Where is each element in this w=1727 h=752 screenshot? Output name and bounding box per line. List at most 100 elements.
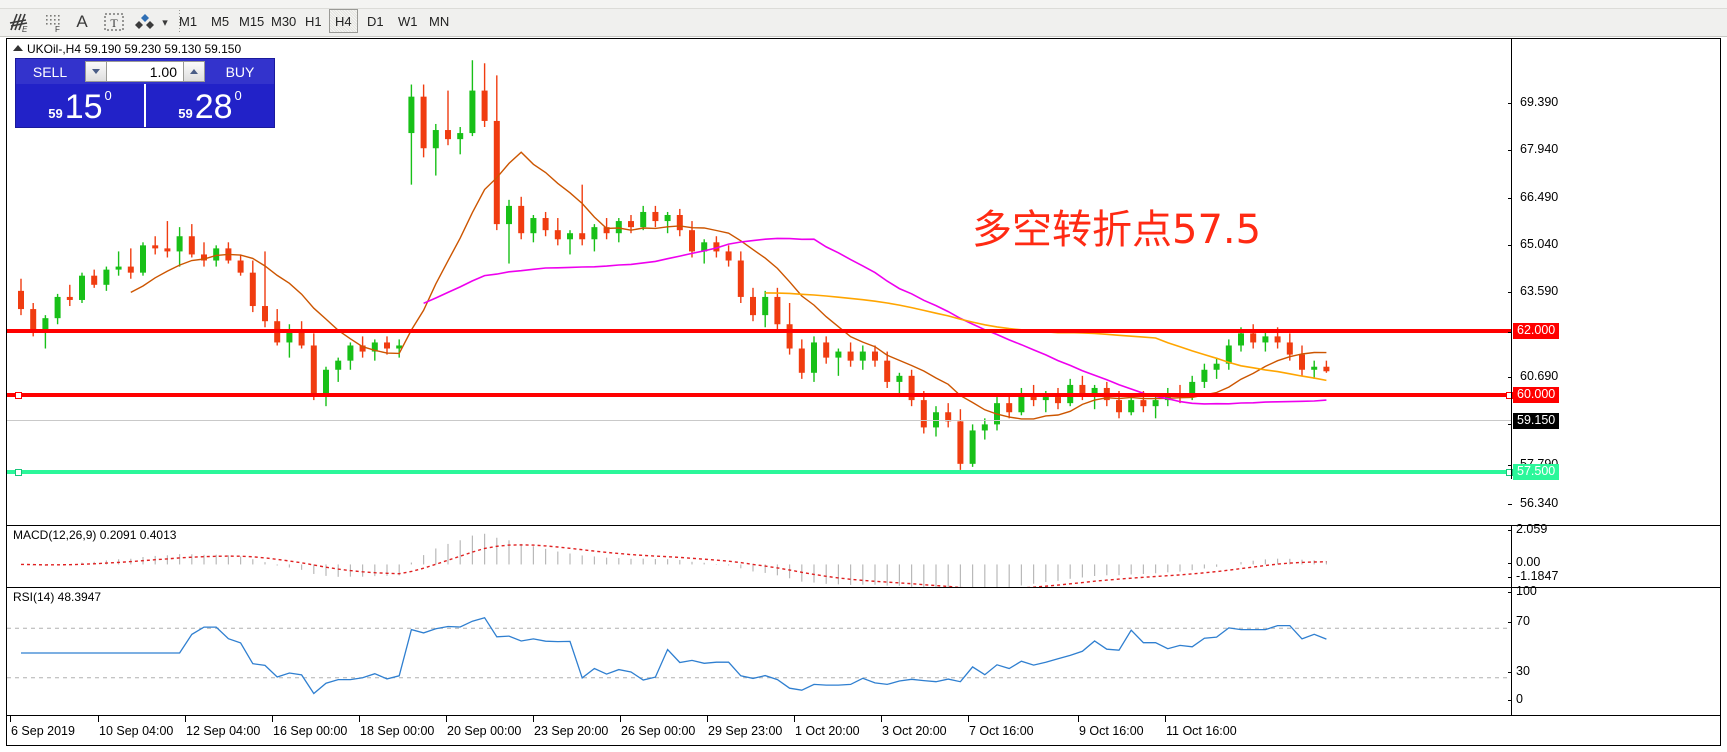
time-tick: 26 Sep 00:00 <box>619 715 696 738</box>
time-tick: 6 Sep 2019 <box>10 715 75 738</box>
timeframe-h1[interactable]: H1 <box>305 13 322 29</box>
symbol-ohlc-header: UKOil-,H4 59.190 59.230 59.130 59.150 <box>13 42 241 56</box>
svg-text:F: F <box>55 25 60 33</box>
rsi-tick: 100 <box>1508 584 1537 598</box>
symbol-ohlc-text: UKOil-,H4 59.190 59.230 59.130 59.150 <box>27 42 242 56</box>
timeframe-w1[interactable]: W1 <box>398 13 418 29</box>
macd-tick: 2.059 <box>1507 522 1547 536</box>
time-tick: 3 Oct 20:00 <box>881 715 947 738</box>
price-tick: 69.390 <box>1507 95 1558 109</box>
macd-tick: -1.1847 <box>1507 569 1558 583</box>
volume-increase-button[interactable] <box>183 61 205 82</box>
grid-glyph: F <box>46 15 60 33</box>
grid-icon[interactable]: F <box>40 10 68 34</box>
price-tick: 63.590 <box>1507 284 1558 298</box>
support-575-anchor[interactable] <box>1506 469 1513 476</box>
text-label-glyph: T <box>104 13 124 31</box>
one-click-trade-panel[interactable]: SELL 1.00 BUY 59 15 0 59 28 0 <box>15 58 275 128</box>
buy-price-fraction: 0 <box>234 88 242 103</box>
support-575-left-anchor[interactable] <box>15 469 22 476</box>
price-tick: 65.040 <box>1507 237 1558 251</box>
price-tick: 60.690 <box>1507 369 1558 383</box>
buy-price[interactable]: 59 28 0 <box>144 84 274 127</box>
toolbar-separator <box>176 10 183 34</box>
chevron-up-icon <box>190 69 198 74</box>
text-icon[interactable]: A <box>76 12 88 31</box>
toolbar: E F A T ▾ M1 M5 <box>0 0 1727 37</box>
price-label-575[interactable]: 57.500 <box>1513 464 1560 480</box>
sell-price[interactable]: 59 15 0 <box>16 84 144 127</box>
price-tick: 66.490 <box>1507 190 1558 204</box>
price-tick: 67.940 <box>1507 142 1558 156</box>
time-scale[interactable]: 6 Sep 2019 10 Sep 04:00 12 Sep 04:00 16 … <box>7 715 1720 745</box>
macd-plot <box>7 526 1511 587</box>
svg-text:E: E <box>22 25 28 33</box>
volume-input[interactable]: 1.00 <box>107 61 183 82</box>
trade-panel-prices: 59 15 0 59 28 0 <box>16 84 274 127</box>
rsi-plot <box>7 588 1511 717</box>
last-price-line <box>7 420 1511 421</box>
time-tick: 9 Oct 16:00 <box>1078 715 1144 738</box>
chevron-down-icon[interactable]: ▾ <box>162 16 168 29</box>
sell-button[interactable]: SELL <box>16 59 84 84</box>
macd-series <box>20 533 1328 587</box>
timeframe-m30[interactable]: M30 <box>271 13 297 29</box>
indicators-glyph: E <box>9 13 28 33</box>
price-label-last: 59.150 <box>1513 413 1560 429</box>
chart-annotation-text[interactable]: 多空转折点57.5 <box>972 207 1262 253</box>
time-tick: 23 Sep 20:00 <box>532 715 609 738</box>
macd-tick: 0.00 <box>1507 555 1540 569</box>
trade-panel-top-row: SELL 1.00 BUY <box>16 59 274 84</box>
price-scale[interactable]: 69.390 67.940 66.490 65.040 63.590 62.14… <box>1507 39 1720 480</box>
rsi-series <box>7 616 1511 695</box>
time-tick: 10 Sep 04:00 <box>97 715 174 738</box>
time-tick: 11 Oct 16:00 <box>1165 715 1237 738</box>
time-tick: 12 Sep 04:00 <box>184 715 261 738</box>
macd-pane[interactable]: MACD(12,26,9) 0.2091 0.4013 2.059 0.00 -… <box>7 522 1720 587</box>
time-tick: 18 Sep 00:00 <box>358 715 435 738</box>
timeframe-m15[interactable]: M15 <box>239 13 265 29</box>
price-label-62[interactable]: 62.000 <box>1513 323 1560 339</box>
collapse-triangle-icon[interactable] <box>13 45 23 51</box>
price-tick: 56.340 <box>1507 496 1558 510</box>
resistance-line-60[interactable] <box>7 393 1511 397</box>
objects-glyph <box>135 14 154 29</box>
buy-price-big-figure: 59 <box>178 106 193 121</box>
sell-price-big-figure: 59 <box>48 106 63 121</box>
chevron-down-icon <box>92 69 100 74</box>
rsi-pane[interactable]: RSI(14) 48.3947 100 70 30 0 <box>7 584 1720 717</box>
time-tick: 1 Oct 20:00 <box>794 715 860 738</box>
rsi-scale: 100 70 30 0 <box>1508 584 1720 717</box>
rsi-tick: 30 <box>1508 664 1530 678</box>
time-tick: 7 Oct 16:00 <box>968 715 1034 738</box>
macd-scale: 2.059 0.00 -1.1847 <box>1507 522 1720 587</box>
volume-stepper[interactable]: 1.00 <box>85 61 205 82</box>
price-label-60[interactable]: 60.000 <box>1513 387 1560 403</box>
sell-price-fraction: 0 <box>104 88 112 103</box>
indicators-icon[interactable]: E <box>6 10 34 34</box>
resistance-line-62[interactable] <box>7 329 1511 333</box>
resistance-60-left-anchor[interactable] <box>15 392 22 399</box>
toolbar-top-strip <box>0 0 1727 9</box>
rsi-label: RSI(14) 48.3947 <box>13 590 102 604</box>
timeframe-h4[interactable]: H4 <box>329 9 358 33</box>
volume-decrease-button[interactable] <box>85 61 107 82</box>
time-tick: 16 Sep 00:00 <box>271 715 348 738</box>
rsi-tick: 70 <box>1508 614 1530 628</box>
resistance-60-anchor[interactable] <box>1506 392 1513 399</box>
text-label-icon[interactable]: T <box>100 10 128 34</box>
timeframe-mn[interactable]: MN <box>429 13 450 29</box>
time-tick: 29 Sep 23:00 <box>706 715 783 738</box>
timeframe-d1[interactable]: D1 <box>367 13 384 29</box>
chart-window[interactable]: UKOil-,H4 59.190 59.230 59.130 59.150 SE… <box>6 38 1721 746</box>
rsi-tick: 0 <box>1508 692 1523 706</box>
support-line-575[interactable] <box>7 470 1511 474</box>
sell-price-pips: 15 <box>64 88 103 126</box>
time-tick: 20 Sep 00:00 <box>445 715 522 738</box>
objects-icon[interactable] <box>132 10 158 34</box>
timeframe-m1[interactable]: M1 <box>179 13 198 29</box>
timeframe-m5[interactable]: M5 <box>211 13 230 29</box>
buy-button[interactable]: BUY <box>206 59 274 84</box>
buy-price-pips: 28 <box>194 88 233 126</box>
svg-text:T: T <box>110 16 118 30</box>
